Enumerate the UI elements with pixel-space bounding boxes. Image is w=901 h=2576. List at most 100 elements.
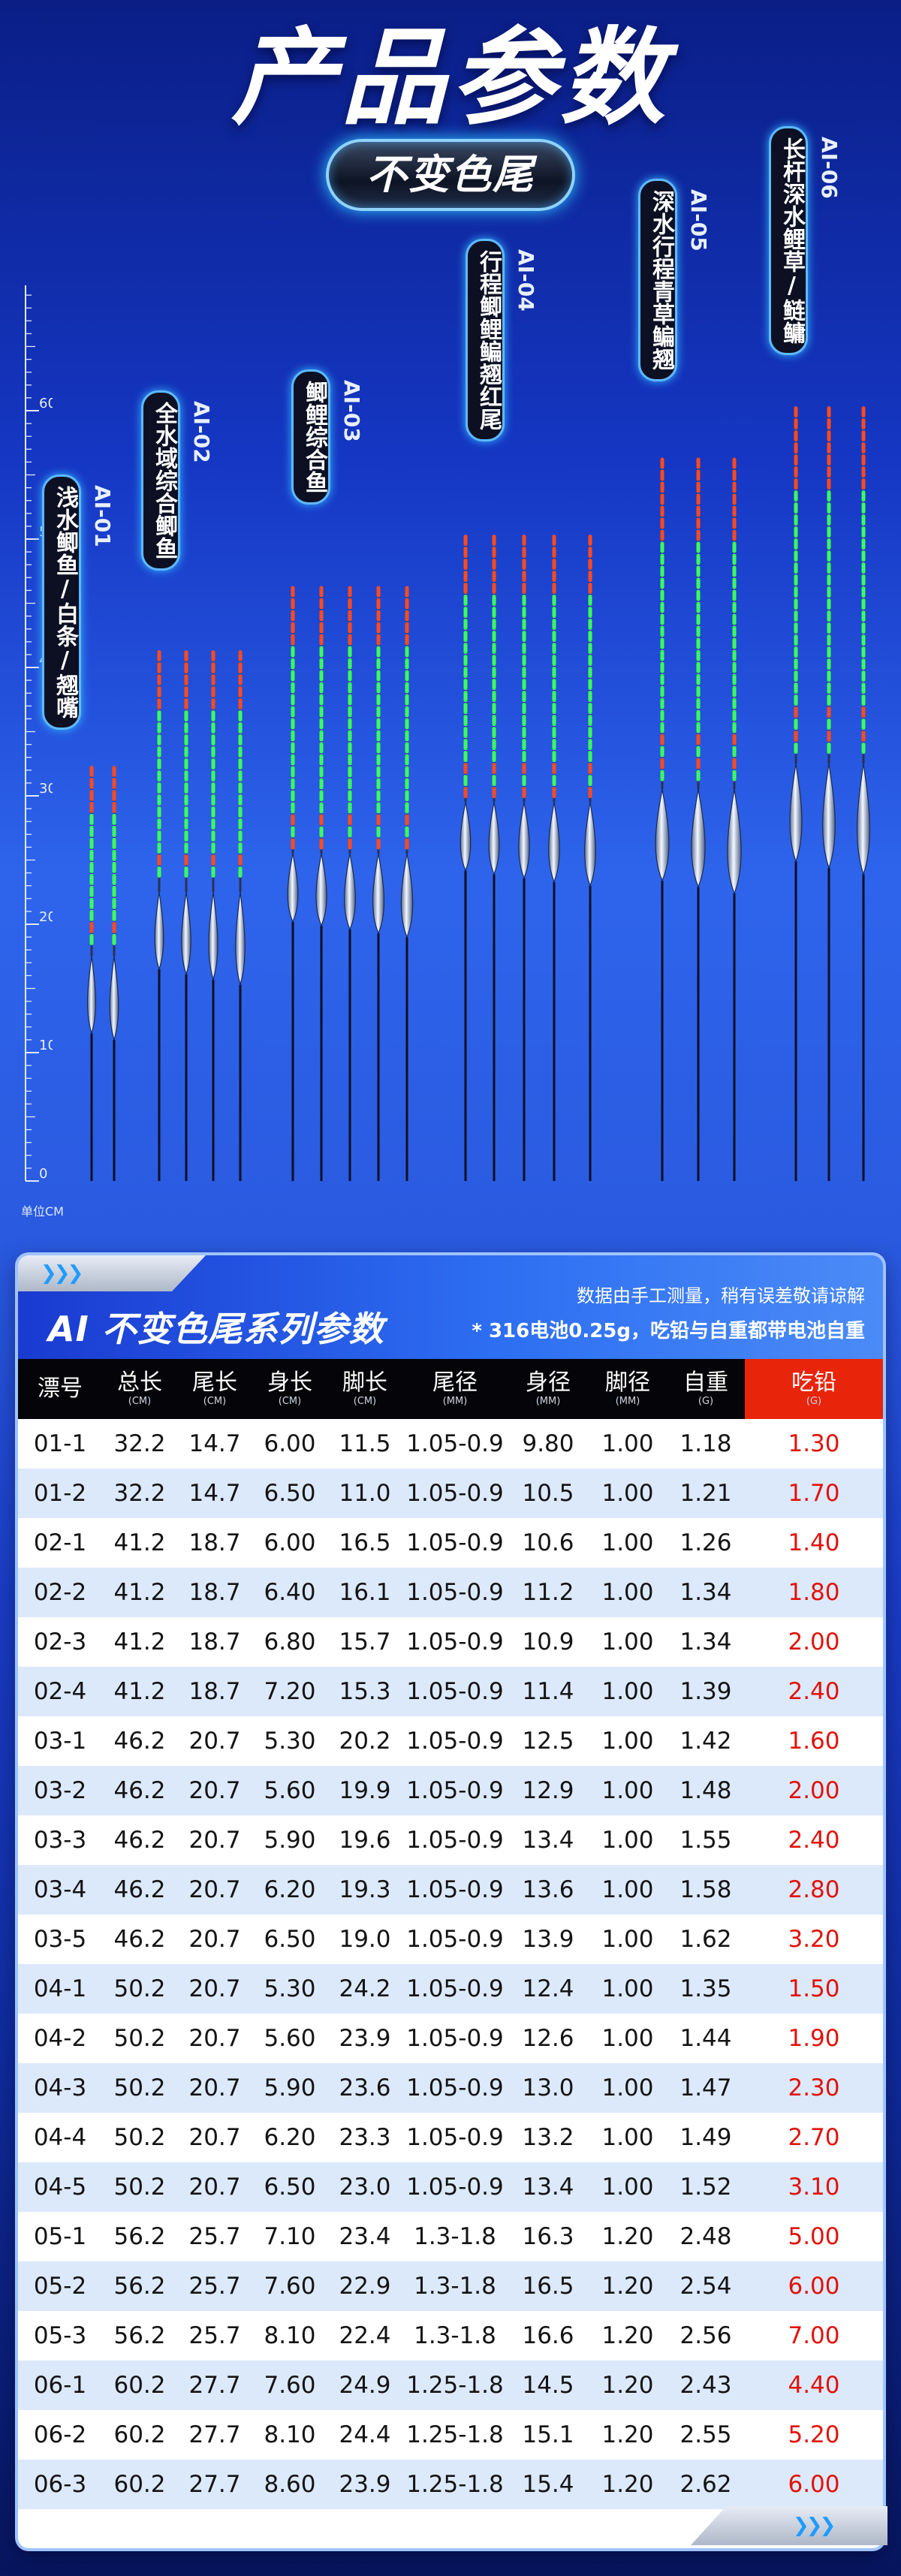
cell-body-diameter: 13.2 — [508, 2113, 589, 2162]
cell-body-diameter: 13.4 — [508, 2162, 589, 2212]
float-body — [727, 789, 742, 895]
cell-body-length: 6.50 — [252, 2162, 327, 2212]
cell-tip-diameter: 1.05-0.9 — [402, 1865, 508, 1915]
cell-body-length: 6.20 — [252, 2113, 327, 2162]
float-body — [857, 764, 870, 876]
col-weight: 自重 (G) — [667, 1359, 745, 1419]
cell-weight: 1.42 — [667, 1716, 745, 1766]
float-03-3 — [344, 586, 356, 1181]
cell-weight: 1.52 — [667, 2162, 745, 2212]
float-body — [344, 853, 356, 931]
cell-body-diameter: 10.9 — [508, 1617, 589, 1667]
header-label: 总长 — [117, 1369, 162, 1396]
cell-tip-diameter: 1.3-1.8 — [402, 2212, 508, 2261]
cell-stem-length: 16.1 — [327, 1568, 402, 1617]
ruler-label: 0 — [39, 1166, 47, 1182]
float-body — [287, 853, 299, 923]
cell-stem-diameter: 1.00 — [589, 1617, 667, 1667]
cell-tip-diameter: 1.05-0.9 — [402, 1964, 508, 2014]
cell-tip-diameter: 1.05-0.9 — [402, 1518, 508, 1568]
float-body — [584, 802, 596, 887]
cell-total-length: 50.2 — [102, 1964, 177, 2014]
cell-weight: 1.34 — [667, 1568, 745, 1617]
cell-stem-diameter: 1.20 — [589, 2460, 667, 2509]
cell-stem-length: 23.3 — [327, 2113, 402, 2162]
header-unit: (CM) — [353, 1396, 377, 1407]
table-row: 05-1 56.2 25.7 7.10 23.4 1.3-1.8 16.3 1.20 2.48 5… — [18, 2212, 883, 2261]
cell-stem-length: 23.4 — [327, 2212, 402, 2261]
cell-body-diameter: 9.80 — [508, 1419, 589, 1469]
header-label: 吃铅 — [791, 1369, 836, 1396]
cell-tip-length: 20.7 — [177, 1964, 252, 2014]
header-unit: (MM) — [442, 1396, 468, 1407]
cell-stem-length: 15.3 — [327, 1667, 402, 1716]
cell-stem-length: 19.0 — [327, 1915, 402, 1964]
cell-weight: 1.39 — [667, 1667, 745, 1716]
cell-stem-length: 20.2 — [327, 1716, 402, 1766]
page-title: 产品参数 — [231, 17, 670, 140]
table-row: 06-3 60.2 27.7 8.60 23.9 1.25-1.8 15.4 1.20 2.62… — [18, 2460, 883, 2509]
group-name: 深水行程青草鳊翘 — [638, 179, 677, 381]
cell-tip-diameter: 1.25-1.8 — [402, 2460, 508, 2509]
cell-tip-length: 20.7 — [177, 2063, 252, 2113]
table-row: 01-1 32.2 14.7 6.00 11.5 1.05-0.9 9.80 1.00 1.18… — [18, 1419, 883, 1469]
cell-total-length: 41.2 — [102, 1568, 177, 1617]
cell-lead-load: 2.00 — [745, 1766, 883, 1815]
cell-weight: 1.48 — [667, 1766, 745, 1815]
cell-weight: 1.26 — [667, 1518, 745, 1568]
cell-lead-load: 1.60 — [745, 1716, 883, 1766]
cell-float-number: 06-2 — [18, 2410, 102, 2460]
cell-total-length: 56.2 — [102, 2212, 177, 2261]
table-row: 05-3 56.2 25.7 8.10 22.4 1.3-1.8 16.6 1.20 2.56 7… — [18, 2311, 883, 2361]
group-name: 行程鲫鲤鳊翘红尾 — [466, 239, 505, 441]
cell-lead-load: 2.00 — [745, 1617, 883, 1667]
col-total-length: 总长 (CM) — [102, 1359, 177, 1419]
cell-lead-load: 1.40 — [745, 1518, 883, 1568]
cell-stem-length: 22.4 — [327, 2311, 402, 2361]
cell-stem-diameter: 1.20 — [589, 2410, 667, 2460]
table-row: 04-5 50.2 20.7 6.50 23.0 1.05-0.9 13.4 1.00 1.52… — [18, 2162, 883, 2212]
float-03-4 — [372, 586, 385, 1181]
cell-float-number: 04-5 — [18, 2162, 102, 2212]
cell-total-length: 60.2 — [102, 2460, 177, 2509]
cell-weight: 1.47 — [667, 2063, 745, 2113]
float-body — [154, 892, 164, 971]
table-row: 03-5 46.2 20.7 6.50 19.0 1.05-0.9 13.9 1.00 1.62… — [18, 1915, 883, 1964]
cell-stem-diameter: 1.00 — [589, 1716, 667, 1766]
cell-tip-diameter: 1.05-0.9 — [402, 2162, 508, 2212]
cell-body-length: 5.90 — [252, 2063, 327, 2113]
header-unit: (G) — [806, 1396, 822, 1407]
header-label: 漂号 — [38, 1375, 83, 1402]
cell-body-diameter: 16.6 — [508, 2311, 589, 2361]
cell-lead-load: 1.90 — [745, 2014, 883, 2063]
group-name: 鲫鲤综合鱼 — [291, 369, 330, 505]
cell-lead-load: 6.00 — [745, 2261, 883, 2311]
cell-total-length: 50.2 — [102, 2113, 177, 2162]
cell-body-diameter: 12.4 — [508, 1964, 589, 2014]
float-body — [109, 956, 119, 1041]
cell-stem-length: 19.9 — [327, 1766, 402, 1815]
cell-stem-diameter: 1.00 — [589, 1518, 667, 1568]
cell-stem-diameter: 1.00 — [589, 1766, 667, 1815]
float-body — [655, 789, 670, 882]
cell-stem-diameter: 1.00 — [589, 1419, 667, 1469]
header-label: 脚长 — [342, 1369, 387, 1396]
cell-body-length: 7.10 — [252, 2212, 327, 2261]
cell-total-length: 32.2 — [102, 1419, 177, 1469]
header-unit: (CM) — [128, 1396, 152, 1407]
group-code: AI-01 — [90, 484, 115, 547]
cell-weight: 1.62 — [667, 1915, 745, 1964]
table-row: 06-2 60.2 27.7 8.10 24.4 1.25-1.8 15.1 1.20 2.55… — [18, 2410, 883, 2460]
cell-total-length: 41.2 — [102, 1667, 177, 1716]
table-row: 01-2 32.2 14.7 6.50 11.0 1.05-0.9 10.5 1.00 1.21… — [18, 1469, 883, 1518]
col-tip-length: 尾长 (CM) — [177, 1359, 252, 1419]
cell-total-length: 60.2 — [102, 2410, 177, 2460]
cell-body-diameter: 10.6 — [508, 1518, 589, 1568]
cell-stem-diameter: 1.20 — [589, 2361, 667, 2410]
cell-body-diameter: 10.5 — [508, 1469, 589, 1518]
cell-tip-length: 20.7 — [177, 1915, 252, 1964]
cell-weight: 2.62 — [667, 2460, 745, 2509]
cell-stem-length: 19.3 — [327, 1865, 402, 1915]
cell-float-number: 01-2 — [18, 1469, 102, 1518]
cell-tip-length: 20.7 — [177, 1766, 252, 1815]
